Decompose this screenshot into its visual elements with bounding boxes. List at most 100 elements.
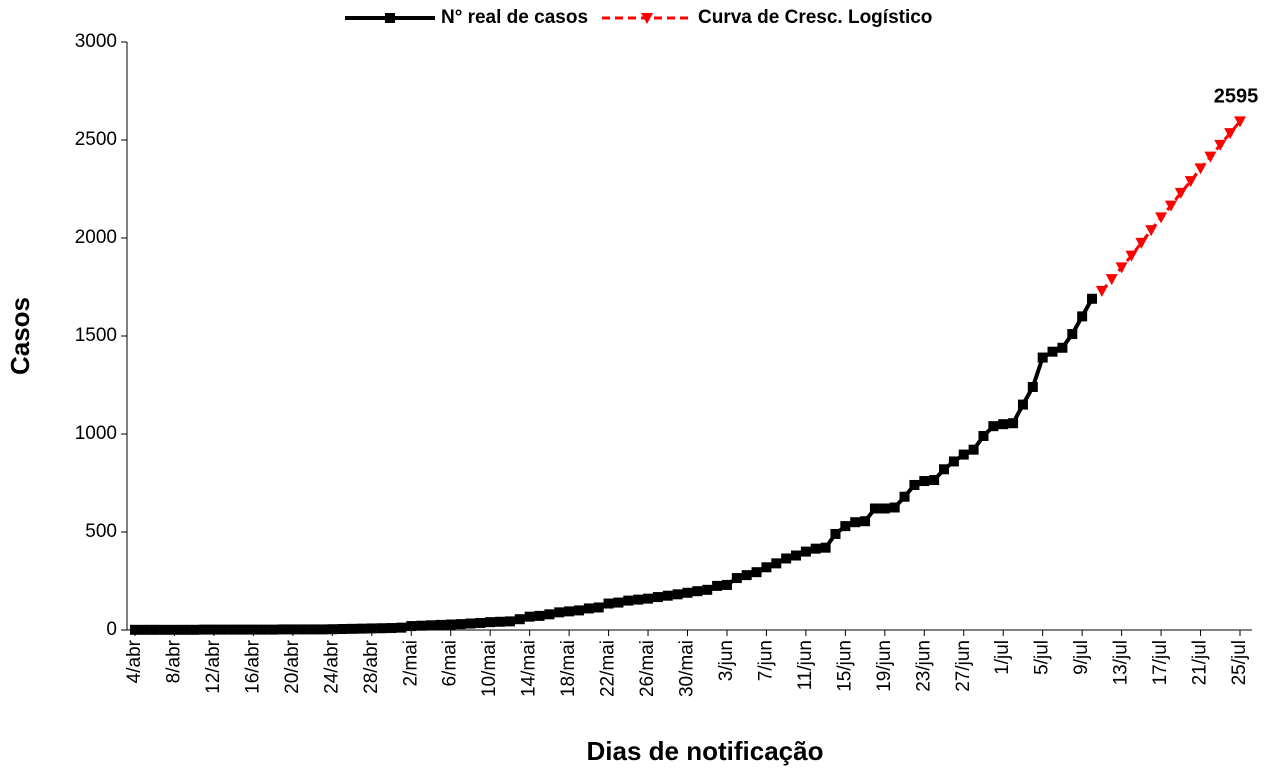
marker [1017,399,1028,410]
marker [228,624,239,635]
marker [1125,250,1138,262]
marker [662,590,673,601]
marker [277,624,288,635]
x-tick-label: 26/mai [637,640,658,697]
marker [465,618,476,629]
marker [524,611,535,622]
marker [771,558,782,569]
marker [297,624,308,635]
marker [337,624,348,635]
x-tick-label: 24/abr [321,639,342,694]
marker [208,624,219,635]
marker [751,567,762,578]
marker [613,597,624,608]
x-tick-label: 9/jul [1071,640,1092,675]
marker [850,517,861,528]
marker [820,542,831,553]
marker [939,464,950,475]
marker [1115,262,1128,274]
x-tick-label: 15/jun [834,640,855,692]
x-tick-label: 28/abr [361,639,382,694]
marker [169,624,180,635]
marker [840,521,851,532]
marker [573,605,584,616]
marker [633,594,644,605]
x-tick-label: 2/mai [400,640,421,686]
x-tick-label: 18/mai [558,640,579,697]
marker [623,595,634,606]
marker [396,622,407,633]
x-tick-label: 16/abr [242,639,263,694]
marker [317,624,328,635]
marker [544,609,555,620]
y-tick-label: 1000 [75,423,117,444]
marker [781,553,792,564]
marker [1174,187,1187,199]
marker [889,502,900,513]
marker [712,580,723,591]
marker [692,586,703,597]
marker [869,503,880,514]
marker [1234,116,1246,128]
marker [139,624,150,635]
x-tick-label: 12/abr [203,639,224,694]
marker [268,624,279,635]
marker [475,617,486,628]
marker [347,623,358,634]
marker [1155,212,1168,224]
marker [1214,139,1227,151]
x-tick-label: 30/mai [677,640,698,697]
marker [435,619,446,630]
marker [830,528,841,539]
marker [731,573,742,584]
marker [643,593,654,604]
marker [1095,285,1108,297]
marker [1037,352,1048,363]
marker [425,620,436,631]
legend-label: N° real de casos [441,7,588,28]
x-tick-label: 4/abr [124,639,145,683]
marker [159,624,170,635]
x-tick-label: 23/jun [913,640,934,692]
x-tick-label: 7/jun [755,640,776,681]
x-tick-label: 14/mai [519,640,540,697]
x-tick-label: 13/jul [1111,640,1132,685]
marker [1077,311,1088,322]
marker [1204,151,1217,163]
marker [1224,128,1237,140]
marker [149,624,160,635]
marker [741,570,752,581]
marker [593,602,604,613]
marker [534,610,545,621]
marker [485,617,496,628]
marker [179,624,190,635]
marker [189,624,200,635]
marker [603,598,614,609]
x-tick-label: 20/abr [282,639,303,694]
marker [248,624,259,635]
marker [238,624,249,635]
marker [416,620,427,631]
marker [1067,329,1078,340]
marker [958,449,969,460]
marker [948,456,959,467]
marker [564,606,575,617]
marker [909,479,920,490]
marker [386,623,397,634]
marker [800,546,811,557]
x-tick-label: 11/jun [795,640,816,690]
marker [1008,418,1019,429]
marker [445,619,456,630]
marker [988,421,999,432]
marker [978,430,989,441]
marker [366,623,377,634]
marker [455,619,466,630]
marker [376,623,387,634]
marker [968,444,979,455]
marker [406,621,417,632]
marker [356,623,367,634]
marker [1194,163,1207,175]
marker [583,603,594,614]
marker [810,543,821,554]
y-tick-label: 3000 [75,31,117,52]
